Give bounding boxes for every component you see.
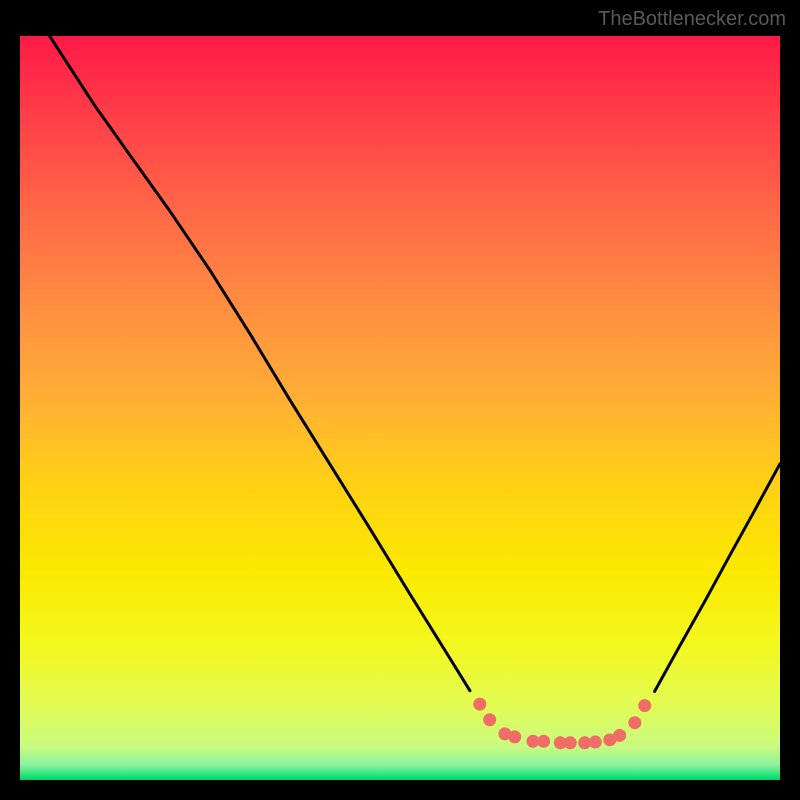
optimal-range-dots <box>473 698 651 750</box>
plot-area <box>20 36 780 780</box>
optimal-dot <box>473 698 486 711</box>
optimal-dot <box>613 729 626 742</box>
optimal-dot <box>628 716 641 729</box>
optimal-dot <box>638 699 651 712</box>
attribution-text: TheBottlenecker.com <box>598 8 786 31</box>
bottleneck-curve <box>20 36 780 780</box>
optimal-dot <box>589 736 602 749</box>
chart-container: TheBottlenecker.com <box>0 0 800 800</box>
optimal-dot <box>537 735 550 748</box>
curve-left-segment <box>50 36 470 691</box>
curve-right-segment <box>655 464 780 692</box>
optimal-dot <box>564 736 577 749</box>
optimal-dot <box>508 730 521 743</box>
optimal-dot <box>483 713 496 726</box>
